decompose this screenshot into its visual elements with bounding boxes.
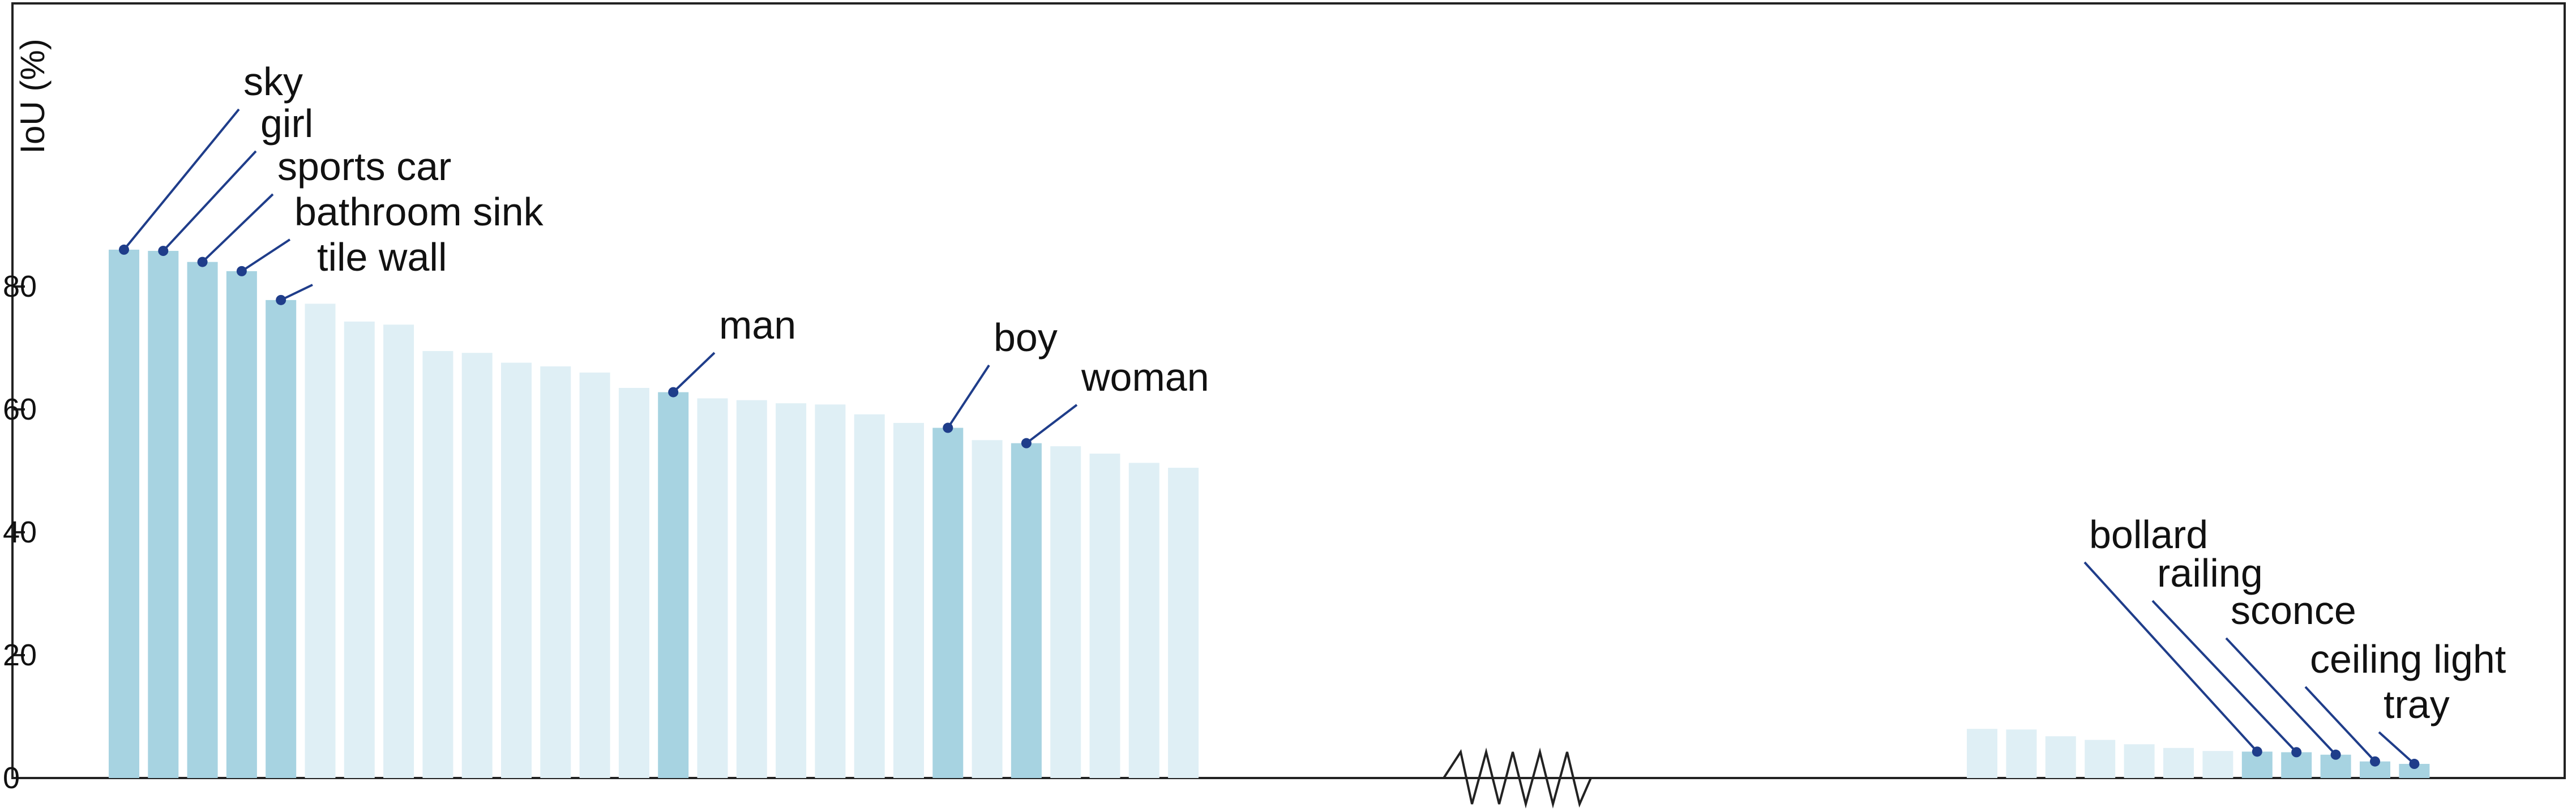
annotation-tray: tray bbox=[2384, 682, 2450, 726]
bar-g0-8 bbox=[422, 351, 453, 778]
bar-g0-21 bbox=[932, 428, 964, 778]
bar-g0-11 bbox=[540, 366, 571, 778]
leader-line-woman bbox=[1025, 404, 1078, 445]
marker-dot-girl bbox=[158, 246, 169, 257]
bar-g0-1 bbox=[148, 251, 179, 778]
bar-g0-27 bbox=[1168, 468, 1199, 778]
leader-line-sky bbox=[123, 108, 240, 251]
plot-frame bbox=[11, 2, 2566, 779]
bar-g0-18 bbox=[815, 404, 846, 778]
marker-dot-sconce bbox=[2330, 749, 2341, 760]
leader-line-boy bbox=[947, 364, 990, 429]
bar-g1-2 bbox=[2045, 736, 2076, 778]
annotation-sconce: sconce bbox=[2231, 588, 2356, 632]
bar-g1-1 bbox=[2006, 729, 2037, 778]
bar-g0-17 bbox=[776, 403, 807, 778]
leader-line-tray bbox=[2378, 731, 2415, 765]
marker-dot-sky bbox=[119, 244, 129, 255]
leader-line-ceiling-light bbox=[2304, 686, 2376, 763]
bar-g0-15 bbox=[697, 398, 728, 778]
y-tick-label-0: 0 bbox=[3, 761, 20, 795]
bar-g0-16 bbox=[736, 400, 767, 778]
annotation-sky: sky bbox=[243, 59, 303, 104]
y-tick-label-60: 60 bbox=[3, 392, 37, 426]
annotation-man: man bbox=[719, 303, 796, 347]
marker-dot-man bbox=[668, 387, 679, 398]
marker-dot-bathroom-sink bbox=[236, 266, 247, 276]
bar-g0-25 bbox=[1089, 454, 1120, 778]
bar-g0-9 bbox=[461, 353, 493, 778]
annotation-bollard: bollard bbox=[2089, 512, 2208, 557]
leader-line-tile-wall bbox=[280, 284, 313, 301]
bar-g1-5 bbox=[2163, 747, 2194, 778]
bar-g0-24 bbox=[1050, 446, 1081, 778]
marker-dot-sports-car bbox=[197, 257, 208, 267]
bar-g0-23 bbox=[1011, 443, 1042, 778]
annotation-woman: woman bbox=[1081, 355, 1209, 399]
marker-dot-railing bbox=[2291, 747, 2302, 758]
annotation-bathroom-sink: bathroom sink bbox=[294, 190, 544, 234]
marker-dot-tile-wall bbox=[276, 294, 286, 305]
y-axis: 0 20 40 60 80 bbox=[3, 270, 37, 795]
bars bbox=[109, 249, 2430, 779]
annotation-girl: girl bbox=[260, 101, 313, 146]
leader-line-sports-car bbox=[202, 193, 274, 263]
bar-g0-5 bbox=[305, 304, 336, 778]
bar-g0-4 bbox=[266, 300, 297, 778]
bar-g0-10 bbox=[501, 362, 532, 778]
marker-dot-ceiling-light bbox=[2370, 756, 2380, 767]
bar-g0-7 bbox=[383, 324, 414, 778]
bar-g1-3 bbox=[2085, 740, 2116, 778]
bar-g0-14 bbox=[658, 392, 689, 778]
y-tick-label-80: 80 bbox=[3, 270, 37, 304]
marker-dot-boy bbox=[943, 422, 953, 433]
leader-line-bollard bbox=[2083, 561, 2258, 753]
leader-line-bathroom-sink bbox=[241, 238, 291, 272]
bar-g1-4 bbox=[2124, 744, 2155, 778]
bar-g0-26 bbox=[1128, 463, 1159, 778]
y-tick-label-40: 40 bbox=[3, 515, 37, 549]
annotation-sports-car: sports car bbox=[277, 144, 451, 189]
bar-g0-13 bbox=[618, 388, 649, 778]
bar-g0-19 bbox=[854, 414, 885, 778]
bar-g1-6 bbox=[2202, 751, 2233, 778]
y-axis-label: IoU (%) bbox=[14, 39, 52, 153]
marker-dot-woman bbox=[1021, 438, 1032, 448]
annotation-tile-wall: tile wall bbox=[317, 235, 447, 279]
leader-line-man bbox=[672, 352, 716, 394]
bar-g0-22 bbox=[972, 440, 1003, 778]
marker-dot-bollard bbox=[2252, 746, 2262, 757]
annotation-boy: boy bbox=[994, 315, 1058, 360]
annotation-railing: railing bbox=[2157, 551, 2263, 595]
annotation-ceiling-light: ceiling light bbox=[2310, 637, 2506, 681]
bar-g0-0 bbox=[109, 249, 139, 778]
leader-line-sconce bbox=[2225, 637, 2337, 756]
marker-dot-tray bbox=[2409, 759, 2420, 770]
bar-g0-3 bbox=[226, 271, 257, 778]
bar-g0-6 bbox=[344, 321, 375, 778]
axis-break-mark bbox=[1443, 747, 1592, 809]
leader-line-girl bbox=[162, 150, 257, 252]
bar-g0-2 bbox=[187, 262, 218, 779]
bar-g0-20 bbox=[893, 422, 924, 778]
leader-line-railing bbox=[2151, 600, 2297, 753]
bar-g0-12 bbox=[579, 372, 610, 778]
y-tick-label-20: 20 bbox=[3, 638, 37, 672]
bar-g1-0 bbox=[1967, 729, 1997, 778]
